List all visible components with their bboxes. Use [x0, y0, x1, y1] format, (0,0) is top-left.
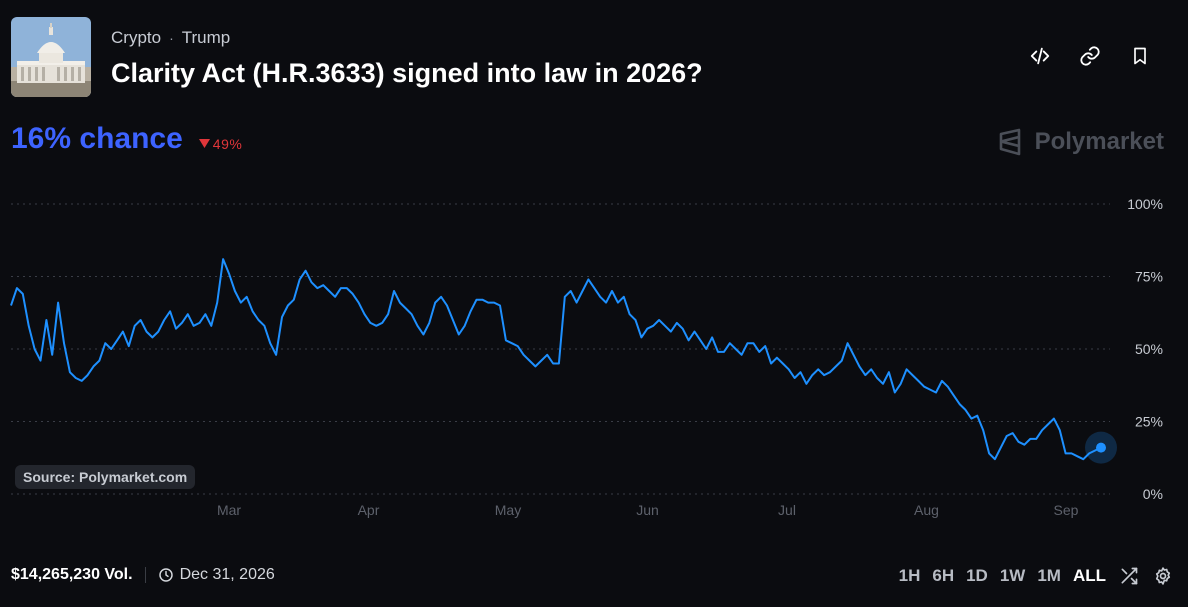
breadcrumb-separator: · — [169, 30, 174, 46]
triangle-down-icon — [198, 139, 210, 148]
chance-value: 16% chance — [11, 122, 183, 155]
y-tick-label: 75% — [1135, 269, 1163, 285]
x-tick-label: Jun — [636, 502, 659, 518]
x-tick-label: Mar — [217, 502, 241, 518]
x-tick-label: May — [495, 502, 521, 518]
breadcrumb: Crypto · Trump — [111, 28, 230, 48]
bookmark-button[interactable] — [1128, 44, 1152, 68]
x-tick-label: Apr — [358, 502, 380, 518]
polymarket-logo-icon — [999, 128, 1020, 156]
chance-row: 16% chance 49% — [11, 122, 242, 156]
link-icon — [1080, 46, 1100, 66]
range-1h[interactable]: 1H — [898, 566, 921, 585]
chart-settings-button[interactable] — [1152, 565, 1174, 587]
shuffle-icon — [1121, 567, 1138, 585]
copy-link-button[interactable] — [1078, 44, 1102, 68]
change-indicator: 49% — [198, 135, 243, 152]
bookmark-icon — [1134, 47, 1146, 65]
range-all[interactable]: ALL — [1072, 566, 1106, 585]
capitol-image — [11, 17, 91, 97]
code-icon — [1030, 47, 1050, 65]
polymarket-logo: Polymarket — [997, 128, 1164, 156]
embed-button[interactable] — [1028, 44, 1052, 68]
change-value: 49% — [212, 135, 243, 152]
market-meta: $14,265,230 Vol. Dec 31, 2026 — [11, 566, 275, 584]
market-thumbnail — [11, 17, 91, 97]
y-tick-label: 50% — [1135, 341, 1163, 357]
y-axis-labels: 100% 75% 50% 25% 0% — [1127, 196, 1163, 502]
current-point — [1096, 442, 1106, 453]
meta-divider — [144, 567, 146, 583]
brand-name: Polymarket — [1034, 128, 1164, 155]
y-tick-label: 100% — [1127, 196, 1163, 212]
x-axis-labels: Mar Apr May Jun Jul Aug Sep — [217, 502, 1079, 518]
range-1m[interactable]: 1M — [1037, 566, 1061, 585]
time-range-controls: 1H 6H 1D 1W 1M ALL — [899, 565, 1174, 587]
end-date-text: Dec 31, 2026 — [179, 566, 275, 583]
range-1w[interactable]: 1W — [999, 566, 1026, 585]
clock-icon — [158, 568, 173, 582]
category-link[interactable]: Crypto — [111, 28, 162, 47]
header-actions — [1028, 44, 1152, 68]
y-tick-label: 0% — [1143, 486, 1163, 502]
end-date: Dec 31, 2026 — [158, 566, 275, 584]
source-label: Source: Polymarket.com — [15, 465, 196, 489]
y-tick-label: 25% — [1135, 414, 1163, 430]
x-tick-label: Jul — [778, 502, 796, 518]
gear-icon — [1155, 567, 1171, 585]
shuffle-button[interactable] — [1118, 565, 1140, 587]
price-series-line — [10, 258, 1102, 461]
x-tick-label: Sep — [1054, 502, 1079, 518]
volume: $14,265,230 Vol. — [11, 566, 133, 583]
range-1d[interactable]: 1D — [966, 566, 988, 585]
range-6h[interactable]: 6H — [932, 566, 955, 585]
market-title: Clarity Act (H.R.3633) signed into law i… — [111, 58, 703, 88]
x-tick-label: Aug — [914, 502, 939, 518]
subcategory-link[interactable]: Trump — [181, 28, 231, 47]
price-chart: 100% 75% 50% 25% 0% Mar Apr May Jun Jul Aug Sep — [10, 196, 1163, 518]
